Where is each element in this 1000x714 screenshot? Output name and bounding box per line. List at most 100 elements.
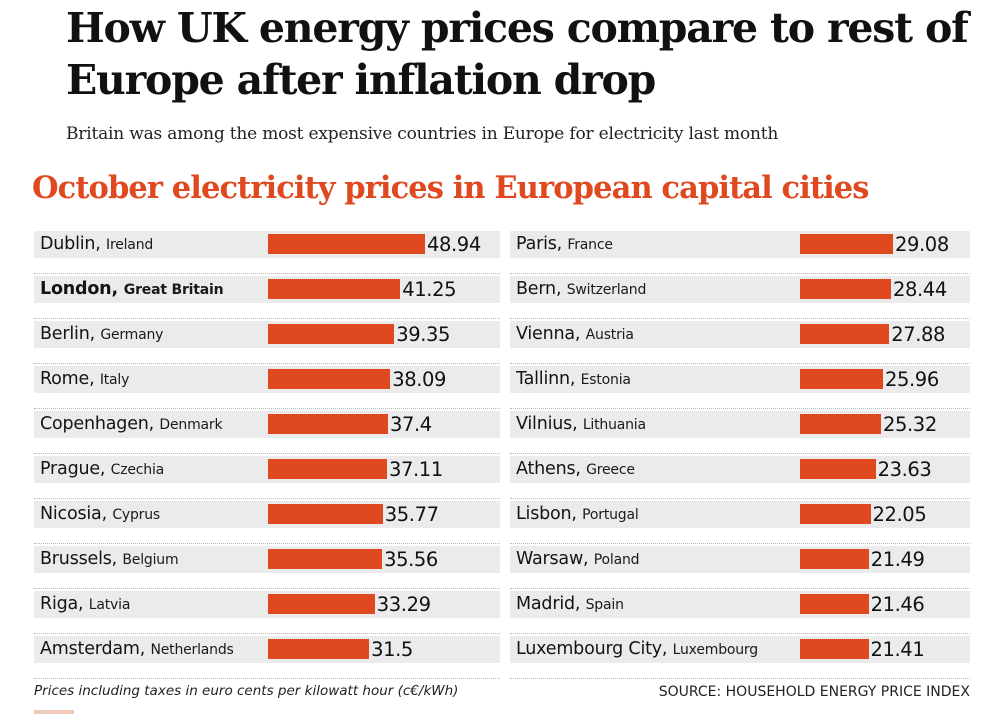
bar-warsaw [800,549,869,569]
city-name: Tallinn, [516,369,581,389]
table-row: Vienna, Austria 27.88 [510,319,970,364]
value-label: 22.05 [872,503,927,526]
city-name: Lisbon, [516,504,583,524]
decorative-rule [34,710,74,714]
table-row: Nicosia, Cyprus 35.77 [34,499,500,544]
value-label: 39.35 [396,323,451,346]
city-name: Brussels, [40,549,123,569]
city-label: Luxembourg City, Luxembourg [516,636,758,663]
bar-rome [268,369,391,389]
city-label: Vienna, Austria [516,321,634,348]
unit-footnote: Prices including taxes in euro cents per… [34,683,459,699]
table-row: Amsterdam, Netherlands 31.5 [34,634,500,679]
country-name: Netherlands [150,642,234,658]
value-label: 21.46 [870,593,925,616]
table-row: Lisbon, Portugal 22.05 [510,499,970,544]
city-label: Tallinn, Estonia [516,366,631,393]
country-name: Latvia [88,597,131,613]
bar-riga [268,594,375,614]
row-background [34,366,500,393]
value-label: 27.88 [891,323,946,346]
country-name: Germany [100,327,164,343]
city-name: London, [40,279,124,299]
country-name: Great Britain [123,282,224,298]
city-label: London, Great Britain [40,276,224,303]
country-name: Estonia [580,372,631,388]
table-row: Copenhagen, Denmark 37.4 [34,409,500,454]
country-name: Belgium [122,552,179,568]
table-row: Rome, Italy 38.09 [34,364,500,409]
city-name: Berlin, [40,324,101,344]
bar-amsterdam [268,639,370,659]
table-row: Brussels, Belgium 35.56 [34,544,500,589]
subtitle: Britain was among the most expensive cou… [66,124,779,144]
city-name: Nicosia, [40,504,113,524]
row-background [510,411,970,438]
city-label: Bern, Switzerland [516,276,646,303]
table-row: Prague, Czechia 37.11 [34,454,500,499]
bar-vilnius [800,414,881,434]
city-name: Amsterdam, [40,639,151,659]
value-label: 29.08 [895,233,949,256]
row-background [34,276,500,303]
row-background [510,636,970,663]
city-label: Rome, Italy [40,366,129,393]
bar-athens [800,459,876,479]
city-name: Luxembourg City, [516,639,673,659]
source-credit: SOURCE: HOUSEHOLD ENERGY PRICE INDEX [658,684,970,700]
city-name: Dublin, [40,234,107,254]
bar-prague [268,459,387,479]
row-background [34,501,500,528]
bar-vienna [800,324,890,344]
city-name: Madrid, [516,594,586,614]
table-row: Berlin, Germany 39.35 [34,319,500,364]
city-label: Vilnius, Lithuania [516,411,646,438]
country-name: France [567,237,613,253]
value-label: 23.63 [877,458,932,481]
city-name: Warsaw, [516,549,594,569]
value-label: 21.41 [870,638,925,661]
bar-london [268,279,401,299]
bar-luxembourgcity [800,639,869,659]
country-name: Denmark [159,417,223,433]
value-label: 28.44 [893,278,947,301]
row-background [34,456,500,483]
value-label: 38.09 [392,368,447,391]
city-label: Prague, Czechia [40,456,164,483]
table-row: Bern, Switzerland 28.44 [510,274,970,319]
row-background [510,231,970,258]
value-label: 41.25 [402,278,457,301]
bar-bern [800,279,891,299]
city-name: Vilnius, [516,414,583,434]
bar-dublin [268,234,425,254]
row-background [510,456,970,483]
table-row: London, Great Britain 41.25 [34,274,500,319]
city-name: Paris, [516,234,568,254]
row-background [510,321,970,348]
value-label: 21.49 [870,548,925,571]
chart-column-right: Paris, France 29.08 Bern, Switzerland 28.44… [510,229,970,679]
city-label: Nicosia, Cyprus [40,501,160,528]
headline: How UK energy prices compare to rest of … [66,4,969,104]
city-name: Prague, [40,459,111,479]
city-label: Lisbon, Portugal [516,501,639,528]
country-name: Spain [585,597,624,613]
value-label: 48.94 [427,233,481,256]
country-name: Portugal [582,507,639,523]
city-name: Athens, [516,459,587,479]
city-name: Bern, [516,279,567,299]
bar-brussels [268,549,383,569]
bar-copenhagen [268,414,388,434]
city-label: Warsaw, Poland [516,546,640,573]
table-row: Warsaw, Poland 21.49 [510,544,970,589]
table-row: Athens, Greece 23.63 [510,454,970,499]
country-name: Cyprus [112,507,160,523]
city-label: Madrid, Spain [516,591,624,618]
city-label: Riga, Latvia [40,591,130,618]
country-name: Czechia [110,462,165,478]
bar-berlin [268,324,395,344]
row-background [510,501,970,528]
country-name: Switzerland [566,282,647,298]
city-name: Riga, [40,594,89,614]
value-label: 31.5 [371,638,413,661]
